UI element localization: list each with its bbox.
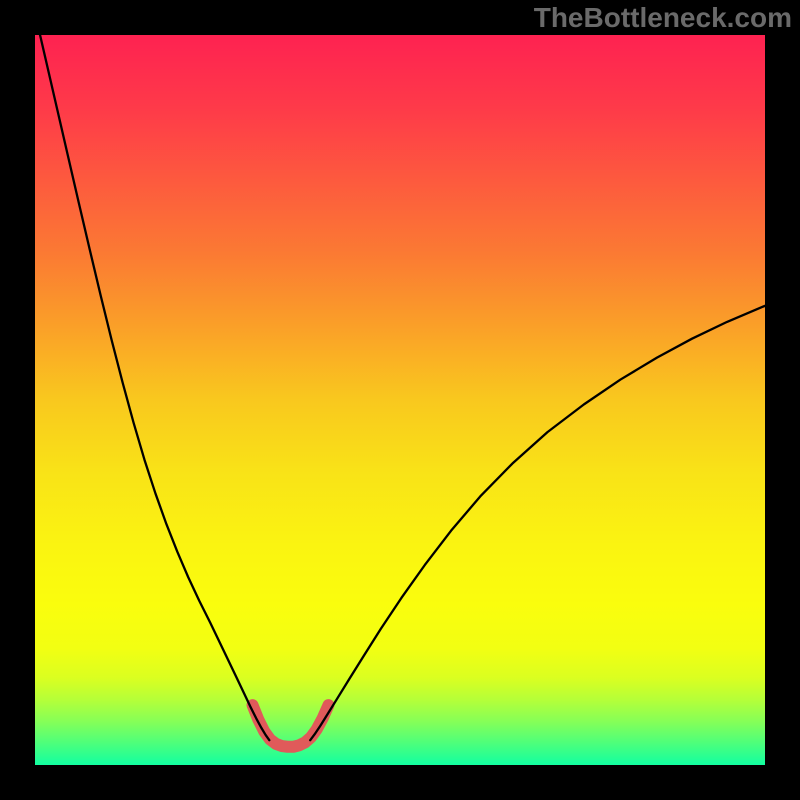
plot-area xyxy=(35,35,765,765)
curve-layer xyxy=(35,35,765,765)
watermark-text: TheBottleneck.com xyxy=(534,2,792,34)
right-branch xyxy=(310,306,765,740)
stage: TheBottleneck.com xyxy=(0,0,800,800)
left-branch xyxy=(35,35,269,740)
bottom-U-highlight xyxy=(253,705,329,747)
